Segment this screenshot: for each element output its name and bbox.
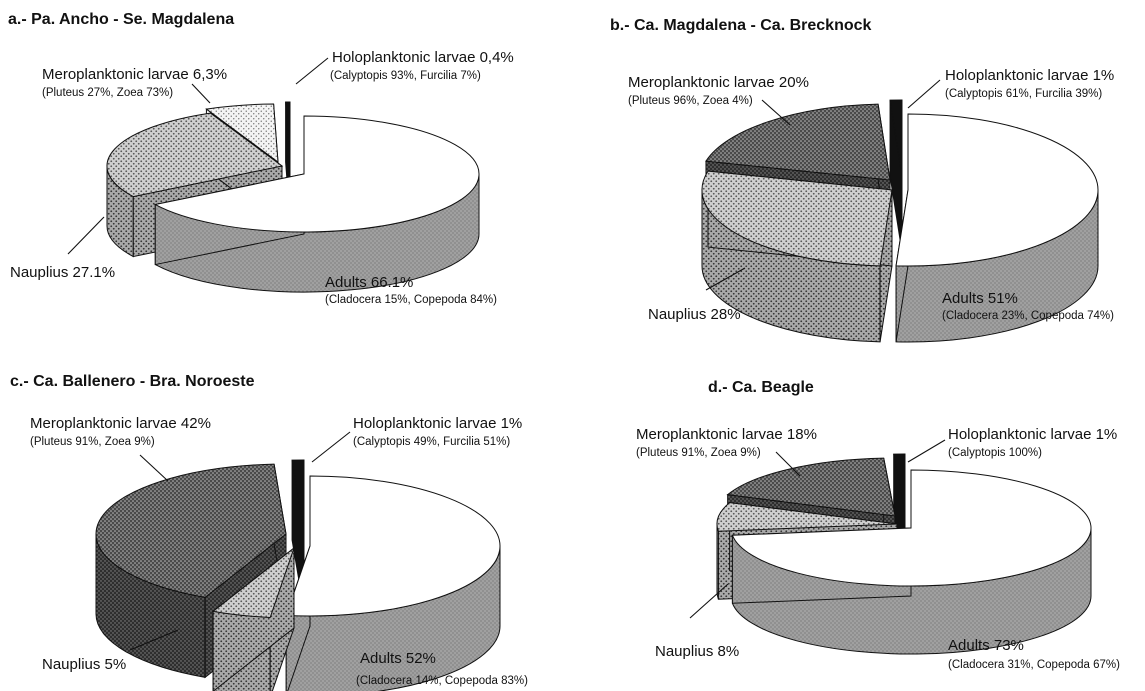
panel-c: c.- Ca. Ballenero - Bra. Noroeste Meropl… [10, 373, 528, 691]
slice-detail-holoplanktonic: (Calyptopis 49%, Furcilia 51%) [353, 436, 510, 448]
leader-line [907, 439, 946, 463]
slice-top-nauplius [716, 502, 898, 532]
pie-slice-adults [153, 115, 480, 293]
slice-detail-adults: (Cladocera 15%, Copepoda 84%) [325, 294, 497, 306]
pie-slice-adults [285, 475, 501, 691]
pie-slices [95, 459, 501, 691]
slice-label-holoplanktonic: Holoplanktonic larvae 1% [353, 415, 522, 432]
pie-slices [106, 101, 480, 293]
slice-label-holoplanktonic: Holoplanktonic larvae 1% [945, 67, 1114, 84]
pie-slices [716, 453, 1092, 655]
slice-label-nauplius: Nauplius 27.1% [10, 264, 115, 281]
slice-top-holoplanktonic-larvae [889, 99, 903, 177]
slice-label-adults: Adults 51% [942, 290, 1018, 307]
leader-line [295, 57, 329, 85]
slice-label-meroplanktonic: Meroplanktonic larvae 18% [636, 426, 817, 443]
slice-label-nauplius: Nauplius 5% [42, 656, 126, 673]
leader-line [775, 451, 801, 477]
slice-top-holoplanktonic-larvae [285, 101, 291, 161]
panel-b: b.- Ca. Magdalena - Ca. Brecknock Meropl… [610, 17, 1114, 343]
pie-slice-nauplius [211, 546, 296, 691]
slice-label-holoplanktonic: Holoplanktonic larvae 0,4% [332, 49, 514, 66]
slice-detail-meroplanktonic: (Pluteus 91%, Zoea 9%) [30, 436, 155, 448]
slice-detail-adults: (Cladocera 23%, Copepoda 74%) [942, 310, 1114, 322]
slice-top-meroplanktonic-larvae [705, 103, 891, 181]
slice-label-adults: Adults 52% [360, 650, 436, 667]
panel-d: d.- Ca. Beagle Meroplanktonic larvae 18%… [636, 379, 1120, 671]
slice-detail-adults: (Cladocera 14%, Copepoda 83%) [356, 675, 528, 687]
pie-slice-adults [895, 113, 1099, 343]
leader-line [705, 267, 746, 291]
slice-label-meroplanktonic: Meroplanktonic larvae 6,3% [42, 66, 227, 83]
slice-label-holoplanktonic: Holoplanktonic larvae 1% [948, 426, 1117, 443]
slice-detail-holoplanktonic: (Calyptopis 93%, Furcilia 7%) [330, 70, 481, 82]
leader-line [67, 216, 105, 255]
slice-detail-adults: (Cladocera 31%, Copepoda 67%) [948, 659, 1120, 671]
slice-label-nauplius: Nauplius 28% [648, 306, 741, 323]
pie-slices [701, 99, 1099, 343]
slice-label-adults: Adults 66.1% [325, 274, 413, 291]
leader-line [907, 79, 941, 109]
slice-top-adults [285, 475, 501, 617]
slice-detail-holoplanktonic: (Calyptopis 100%) [948, 447, 1042, 459]
chart-title: b.- Ca. Magdalena - Ca. Brecknock [610, 17, 872, 34]
chart-title: c.- Ca. Ballenero - Bra. Noroeste [10, 373, 255, 390]
slice-detail-meroplanktonic: (Pluteus 96%, Zoea 4%) [628, 95, 753, 107]
leader-line [689, 583, 729, 619]
slice-top-adults [895, 113, 1099, 267]
slice-detail-meroplanktonic: (Pluteus 27%, Zoea 73%) [42, 87, 173, 99]
slice-top-meroplanktonic-larvae [95, 463, 287, 598]
slice-label-meroplanktonic: Meroplanktonic larvae 20% [628, 74, 809, 91]
pie-slice-nauplius [701, 170, 893, 343]
chart-title: a.- Pa. Ancho - Se. Magdalena [8, 11, 234, 28]
leader-line [311, 431, 351, 463]
slice-detail-meroplanktonic: (Pluteus 91%, Zoea 9%) [636, 447, 761, 459]
slice-label-adults: Adults 73% [948, 637, 1024, 654]
leader-line [139, 454, 169, 482]
chart-title: d.- Ca. Beagle [708, 379, 814, 396]
slice-label-nauplius: Nauplius 8% [655, 643, 739, 660]
slice-top-adults [153, 115, 480, 233]
slice-top-adults [731, 469, 1092, 587]
leader-line [761, 99, 791, 126]
slice-top-nauplius [211, 546, 296, 618]
panel-a: a.- Pa. Ancho - Se. Magdalena Meroplankt… [8, 11, 514, 306]
slice-top-nauplius [106, 112, 284, 198]
slice-label-meroplanktonic: Meroplanktonic larvae 42% [30, 415, 211, 432]
leader-line [191, 83, 211, 104]
slice-top-meroplanktonic-larvae [205, 103, 279, 164]
slice-detail-holoplanktonic: (Calyptopis 61%, Furcilia 39%) [945, 88, 1102, 100]
pie-slice-adults [731, 469, 1092, 655]
leader-line [129, 629, 179, 651]
slice-top-meroplanktonic-larvae [726, 457, 896, 517]
slice-top-holoplanktonic-larvae [893, 453, 906, 513]
slice-top-nauplius [701, 170, 893, 267]
slice-top-holoplanktonic-larvae [291, 459, 305, 531]
